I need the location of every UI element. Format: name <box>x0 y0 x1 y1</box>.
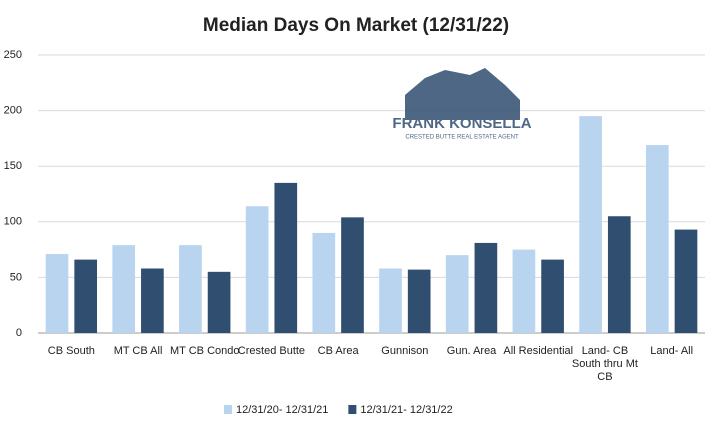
bar <box>341 217 364 333</box>
bar <box>579 116 602 333</box>
y-tick-label: 150 <box>4 160 22 172</box>
x-tick-label: MT CB Condo <box>170 345 240 357</box>
chart-title: Median Days On Market (12/31/22) <box>203 15 509 36</box>
bar <box>541 259 564 333</box>
y-tick-label: 0 <box>16 327 22 339</box>
x-tick-label: Crested Butte <box>237 345 306 357</box>
bar <box>74 259 98 333</box>
bar <box>45 254 69 333</box>
bar <box>141 268 164 333</box>
x-tick-label: MT CB All <box>113 345 163 357</box>
bar <box>245 206 269 333</box>
legend-swatch <box>224 405 232 414</box>
logo-tagline: CRESTED BUTTE REAL ESTATE AGENT <box>405 135 519 141</box>
x-tick-label: All Residential <box>503 345 574 357</box>
x-tick-label: CB Area <box>317 345 359 357</box>
x-tick-label: CB South <box>47 345 95 357</box>
bar <box>674 229 698 333</box>
bar <box>512 249 536 333</box>
x-tick-label: Land- All <box>650 345 694 357</box>
x-tick-label: Gunnison <box>381 345 429 357</box>
bar <box>207 271 231 333</box>
y-tick-label: 200 <box>4 105 22 117</box>
logo: FRANK KONSELLA CRESTED BUTTE REAL ESTATE… <box>392 68 532 141</box>
x-tick-label: Gun. Area <box>446 345 497 357</box>
x-tick-label: Land- CB South thru Mt CB <box>571 345 638 383</box>
logo-name: FRANK KONSELLA <box>392 115 531 132</box>
bar <box>379 268 402 333</box>
bar <box>474 242 498 333</box>
bar <box>645 145 669 333</box>
y-tick-label: 250 <box>4 49 22 61</box>
bar <box>179 245 202 333</box>
bar <box>274 182 298 333</box>
bar <box>312 232 336 333</box>
bar <box>407 269 431 333</box>
legend-swatch <box>348 405 357 414</box>
y-tick-label: 100 <box>4 216 22 228</box>
logo-mountain <box>405 68 520 120</box>
bar <box>607 216 631 333</box>
legend-label: 12/31/20- 12/31/21 <box>236 404 328 416</box>
bar <box>112 245 136 333</box>
legend-label: 12/31/21- 12/31/22 <box>360 404 452 416</box>
y-tick-label: 50 <box>10 271 22 283</box>
bar <box>445 255 469 333</box>
